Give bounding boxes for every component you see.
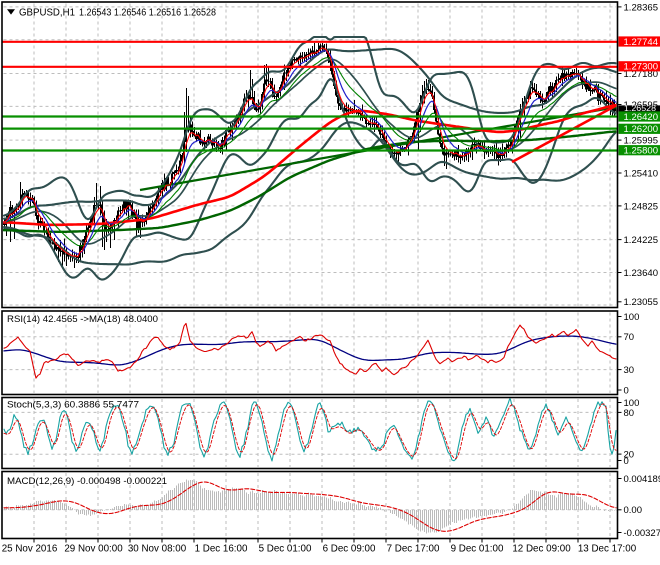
svg-text:1.25410: 1.25410 bbox=[624, 168, 659, 179]
svg-text:1.23055: 1.23055 bbox=[624, 297, 659, 308]
svg-text:7 Dec 17:00: 7 Dec 17:00 bbox=[387, 544, 440, 555]
svg-text:1.28365: 1.28365 bbox=[624, 2, 659, 13]
svg-text:12 Dec 09:00: 12 Dec 09:00 bbox=[512, 544, 571, 555]
svg-text:MACD(12,26,9) -0.000498 -0.000: MACD(12,26,9) -0.000498 -0.000221 bbox=[7, 476, 167, 487]
svg-text:100: 100 bbox=[624, 312, 640, 323]
svg-text:6 Dec 09:00: 6 Dec 09:00 bbox=[323, 544, 376, 555]
svg-text:GBPUSD,H1: GBPUSD,H1 bbox=[19, 7, 75, 18]
svg-text:30 Nov 08:00: 30 Nov 08:00 bbox=[128, 544, 187, 555]
svg-text:5 Dec 01:00: 5 Dec 01:00 bbox=[259, 544, 312, 555]
svg-text:1.25800: 1.25800 bbox=[624, 146, 659, 157]
svg-text:0: 0 bbox=[624, 385, 629, 396]
svg-text:1.27300: 1.27300 bbox=[624, 62, 659, 73]
svg-text:1.23640: 1.23640 bbox=[624, 268, 659, 279]
svg-text:80: 80 bbox=[624, 408, 635, 419]
svg-text:1.26420: 1.26420 bbox=[624, 112, 659, 123]
svg-text:1 Dec 16:00: 1 Dec 16:00 bbox=[195, 544, 248, 555]
svg-text:0.00: 0.00 bbox=[624, 505, 643, 516]
svg-text:1.26200: 1.26200 bbox=[624, 124, 659, 135]
svg-text:1.24825: 1.24825 bbox=[624, 201, 659, 212]
svg-text:70: 70 bbox=[624, 332, 635, 343]
svg-text:RSI(14) 42.4565 ->MA(18) 48.0: RSI(14) 42.4565 ->MA(18) 48.0400 bbox=[7, 314, 158, 325]
svg-text:Stoch(5,3,3) 60.3886 55.7477: Stoch(5,3,3) 60.3886 55.7477 bbox=[7, 400, 139, 411]
svg-text:1.26543 1.26546 1.26516 1.2652: 1.26543 1.26546 1.26516 1.26528 bbox=[79, 7, 216, 18]
svg-text:13 Dec 17:00: 13 Dec 17:00 bbox=[578, 544, 637, 555]
svg-text:29 Nov 00:00: 29 Nov 00:00 bbox=[64, 544, 123, 555]
svg-text:0.004189: 0.004189 bbox=[624, 474, 660, 485]
svg-text:1.24225: 1.24225 bbox=[624, 235, 659, 246]
svg-text:0: 0 bbox=[624, 456, 629, 467]
svg-text:30: 30 bbox=[624, 365, 635, 376]
svg-text:1.27744: 1.27744 bbox=[624, 37, 659, 48]
svg-text:25 Nov 2016: 25 Nov 2016 bbox=[2, 544, 58, 555]
svg-text:9 Dec 01:00: 9 Dec 01:00 bbox=[451, 544, 504, 555]
